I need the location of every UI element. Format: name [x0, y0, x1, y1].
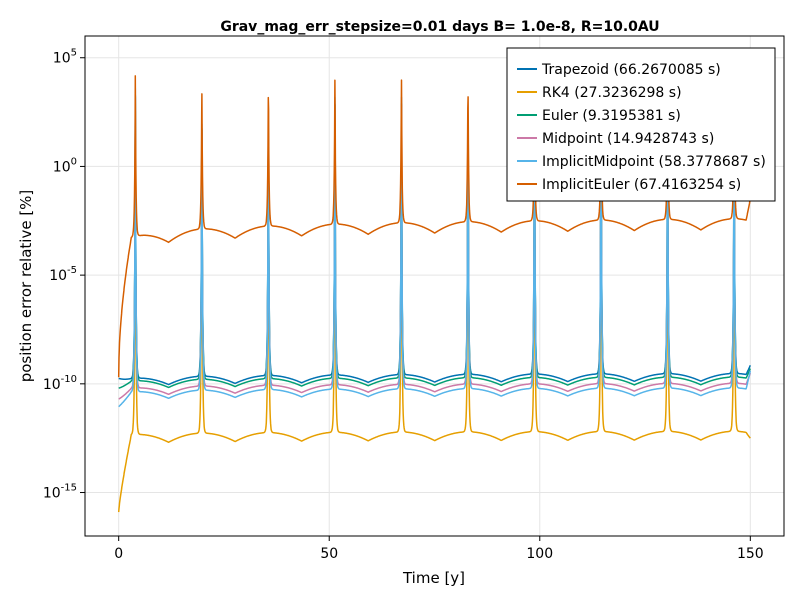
series-line	[117, 74, 752, 378]
x-axis-label: Time [y]	[402, 569, 465, 587]
legend-entry: Euler (9.3195381 s)	[542, 108, 681, 124]
y-tick-base: 10	[43, 377, 61, 393]
y-tick-base: 10	[49, 268, 67, 284]
y-tick-base: 10	[43, 486, 61, 502]
y-tick-exponent: -5	[67, 265, 77, 276]
series-line	[117, 110, 751, 513]
legend-entry: ImplicitMidpoint (58.3778687 s)	[542, 154, 766, 170]
chart-title: Grav_mag_err_stepsize=0.01 days B= 1.0e-…	[220, 19, 659, 35]
series-layer	[117, 74, 752, 513]
x-tick-label: 100	[526, 546, 553, 562]
series-line	[118, 95, 751, 389]
y-tick-exponent: -15	[61, 483, 77, 494]
x-tick-label: 50	[320, 546, 338, 562]
y-tick-label: 10-10	[43, 374, 77, 393]
y-tick-label: 10-15	[43, 483, 77, 502]
y-tick-exponent: 5	[71, 48, 77, 59]
series-line	[118, 87, 752, 408]
series-line	[118, 96, 752, 400]
y-tick-base: 10	[53, 51, 71, 67]
x-tick-label: 150	[737, 546, 764, 562]
plot-frame	[84, 35, 785, 537]
x-tick-label: 0	[114, 546, 123, 562]
y-tick-label: 105	[53, 48, 77, 67]
y-tick-label: 100	[53, 156, 77, 175]
legend: Trapezoid (66.2670085 s) RK4 (27.3236298 …	[506, 47, 776, 202]
y-tick-exponent: -10	[61, 374, 77, 385]
y-axis-label: position error relative [%]	[17, 190, 35, 383]
legend-entry: Trapezoid (66.2670085 s)	[541, 62, 721, 78]
y-tick-exponent: 0	[71, 156, 77, 167]
x-axis-ticks: 0 50 100 150	[114, 536, 764, 562]
series-line	[118, 94, 751, 386]
legend-entry: RK4 (27.3236298 s)	[542, 85, 682, 101]
y-tick-label: 10-5	[49, 265, 77, 284]
y-tick-base: 10	[53, 159, 71, 175]
legend-entry: Midpoint (14.9428743 s)	[542, 131, 714, 147]
legend-box	[506, 47, 776, 202]
legend-entry: ImplicitEuler (67.4163254 s)	[542, 177, 741, 193]
